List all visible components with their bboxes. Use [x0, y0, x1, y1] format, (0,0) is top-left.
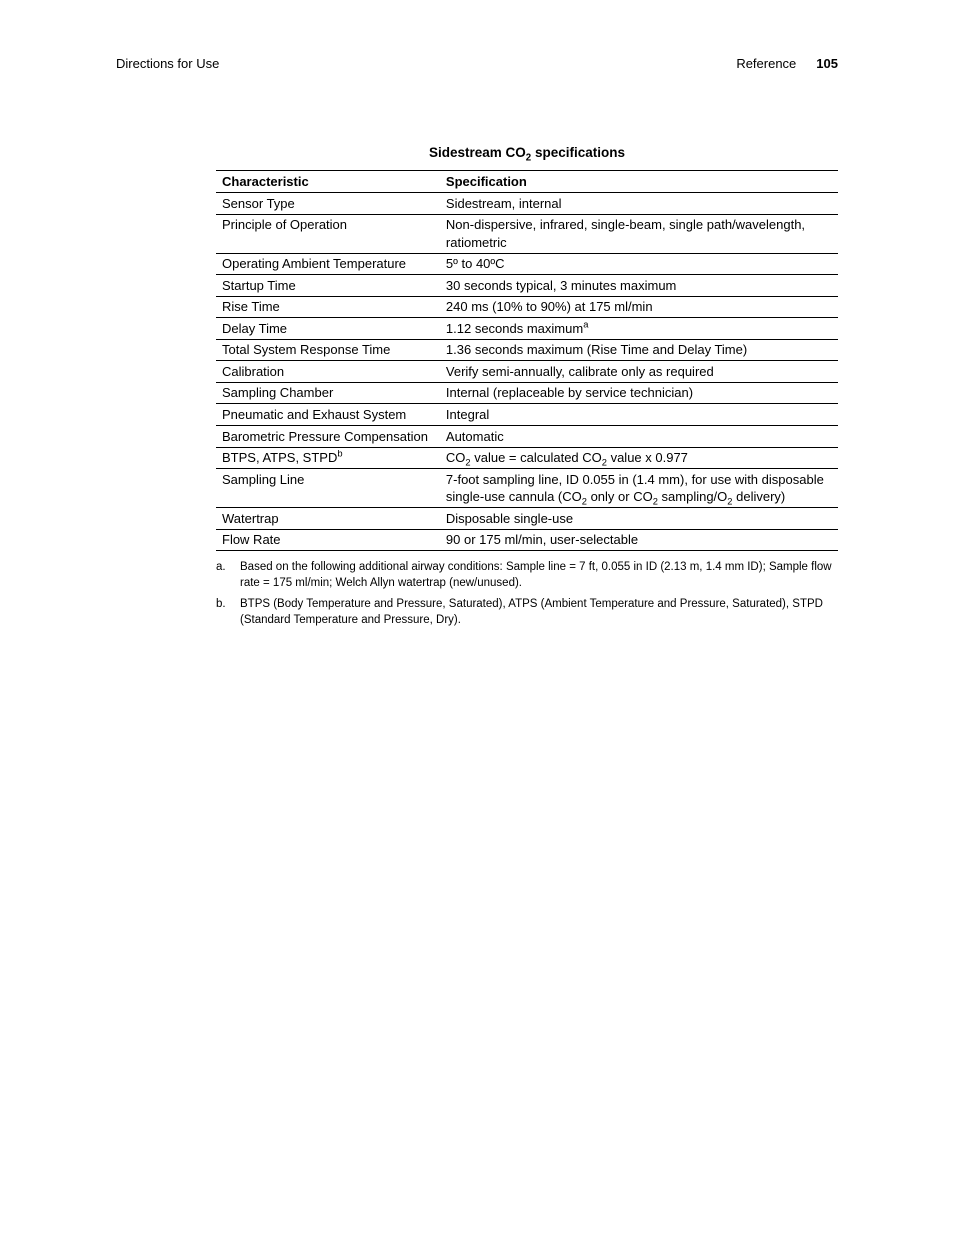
table-cell-specification: Non-dispersive, infrared, single-beam, s… [440, 214, 838, 253]
footnote-text: BTPS (Body Temperature and Pressure, Sat… [240, 597, 838, 628]
table-header-specification: Specification [440, 171, 838, 193]
table-cell-specification: 7-foot sampling line, ID 0.055 in (1.4 m… [440, 469, 838, 508]
table-row: Rise Time240 ms (10% to 90%) at 175 ml/m… [216, 296, 838, 318]
table-cell-specification: CO2 value = calculated CO2 value x 0.977 [440, 447, 838, 469]
table-cell-characteristic: Delay Time [216, 318, 440, 340]
table-row: Total System Response Time1.36 seconds m… [216, 339, 838, 361]
table-row: Delay Time1.12 seconds maximuma [216, 318, 838, 340]
table-cell-specification: Sidestream, internal [440, 193, 838, 215]
table-row: Principle of OperationNon-dispersive, in… [216, 214, 838, 253]
header-section-label: Reference [736, 56, 796, 71]
table-cell-specification: Disposable single-use [440, 508, 838, 530]
table-row: Operating Ambient Temperature5º to 40ºC [216, 253, 838, 275]
table-cell-characteristic: Sampling Chamber [216, 382, 440, 404]
footnote: a.Based on the following additional airw… [216, 560, 838, 591]
table-title: Sidestream CO2 specifications [216, 145, 838, 160]
table-cell-specification: 1.12 seconds maximuma [440, 318, 838, 340]
table-cell-characteristic: Operating Ambient Temperature [216, 253, 440, 275]
footnotes: a.Based on the following additional airw… [216, 560, 838, 628]
table-cell-characteristic: BTPS, ATPS, STPDb [216, 447, 440, 469]
table-header-characteristic: Characteristic [216, 171, 440, 193]
footnote-text: Based on the following additional airway… [240, 560, 838, 591]
header-right: Reference 105 [736, 56, 838, 71]
content-area: Sidestream CO2 specifications Characteri… [216, 145, 838, 628]
table-cell-characteristic: Sampling Line [216, 469, 440, 508]
table-row: WatertrapDisposable single-use [216, 508, 838, 530]
table-cell-characteristic: Calibration [216, 361, 440, 383]
specifications-table: Characteristic Specification Sensor Type… [216, 170, 838, 551]
footnote-marker: a. [216, 560, 240, 591]
table-cell-specification: Automatic [440, 426, 838, 448]
table-cell-specification: Integral [440, 404, 838, 426]
table-row: Barometric Pressure CompensationAutomati… [216, 426, 838, 448]
table-cell-specification: 5º to 40ºC [440, 253, 838, 275]
table-row: Sensor TypeSidestream, internal [216, 193, 838, 215]
table-row: BTPS, ATPS, STPDbCO2 value = calculated … [216, 447, 838, 469]
table-cell-characteristic: Startup Time [216, 275, 440, 297]
table-cell-specification: 240 ms (10% to 90%) at 175 ml/min [440, 296, 838, 318]
table-cell-specification: Verify semi-annually, calibrate only as … [440, 361, 838, 383]
footnote: b.BTPS (Body Temperature and Pressure, S… [216, 597, 838, 628]
table-cell-characteristic: Total System Response Time [216, 339, 440, 361]
table-row: Startup Time30 seconds typical, 3 minute… [216, 275, 838, 297]
table-cell-specification: 90 or 175 ml/min, user-selectable [440, 529, 838, 551]
table-cell-characteristic: Rise Time [216, 296, 440, 318]
table-cell-specification: Internal (replaceable by service technic… [440, 382, 838, 404]
table-cell-characteristic: Pneumatic and Exhaust System [216, 404, 440, 426]
table-cell-characteristic: Sensor Type [216, 193, 440, 215]
title-text-post: specifications [531, 145, 625, 160]
header-left: Directions for Use [116, 56, 219, 71]
table-cell-specification: 30 seconds typical, 3 minutes maximum [440, 275, 838, 297]
title-text-pre: Sidestream CO [429, 145, 526, 160]
table-row: Pneumatic and Exhaust SystemIntegral [216, 404, 838, 426]
page-number: 105 [816, 56, 838, 71]
table-cell-characteristic: Watertrap [216, 508, 440, 530]
table-row: Flow Rate90 or 175 ml/min, user-selectab… [216, 529, 838, 551]
footnote-marker: b. [216, 597, 240, 628]
table-row: Sampling ChamberInternal (replaceable by… [216, 382, 838, 404]
page-header: Directions for Use Reference 105 [116, 56, 838, 71]
table-row: Sampling Line7-foot sampling line, ID 0.… [216, 469, 838, 508]
table-cell-characteristic: Principle of Operation [216, 214, 440, 253]
table-cell-specification: 1.36 seconds maximum (Rise Time and Dela… [440, 339, 838, 361]
table-cell-characteristic: Barometric Pressure Compensation [216, 426, 440, 448]
table-row: CalibrationVerify semi-annually, calibra… [216, 361, 838, 383]
table-cell-characteristic: Flow Rate [216, 529, 440, 551]
